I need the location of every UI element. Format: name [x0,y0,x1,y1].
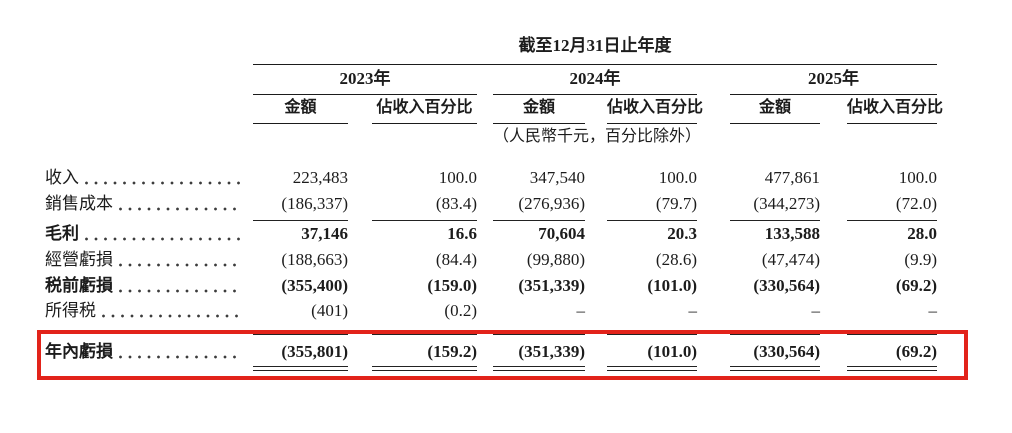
row-gross-profit: 毛利 37,146 16.6 70,604 20.3 133,588 28.0 [42,221,937,245]
value-cell: (101.0) [647,276,697,295]
year-header-2024: 2024年 [493,65,697,95]
value-cell: 347,540 [529,168,585,187]
row-label: 收入 [45,168,79,187]
value-cell: (84.4) [435,250,477,269]
double-rule [493,366,585,371]
value-cell: (83.4) [372,193,477,221]
value-cell: – [576,301,586,320]
value-cell: (69.2) [895,276,937,295]
value-cell: (188,663) [281,250,348,269]
value-cell: 133,588 [764,224,820,243]
value-cell: 37,146 [301,224,348,243]
amount-header: 金額 [253,95,348,124]
row-cost-of-sales: 銷售成本 (186,337) (83.4) (276,936) (79.7) (… [42,189,937,221]
double-rule [253,366,348,371]
percent-header: 佔收入百分比 [847,95,943,124]
value-cell: (276,936) [493,193,585,221]
value-cell: (355,400) [281,276,348,295]
dotted-leader [85,181,241,185]
value-cell: (351,339) [518,276,585,295]
value-cell: (79.7) [607,193,697,221]
dotted-leader [119,263,241,267]
table-header-period-row: 截至12月31日止年度 [42,36,937,65]
value-cell: (159.0) [427,276,477,295]
row-label: 經營虧損 [45,250,113,269]
financial-table: 截至12月31日止年度 2023年 2024年 2025年 金額 佔收入百分比 … [42,36,943,371]
value-cell: 477,861 [764,168,820,187]
table-header-unit-row: （人民幣千元，百分比除外） [42,124,937,147]
value-cell: – [928,301,938,320]
period-title: 截至12月31日止年度 [253,36,937,65]
value-cell: 70,604 [538,224,585,243]
value-cell: (330,564) [753,276,820,295]
amount-header: 金額 [493,95,585,124]
dotted-leader [119,289,241,293]
value-cell: (9.9) [904,250,937,269]
value-cell: (69.2) [847,334,937,363]
row-label: 所得税 [45,301,96,320]
value-cell: (28.6) [655,250,697,269]
value-cell: 100.0 [658,168,697,187]
row-operating-loss: 經營虧損 (188,663) (84.4) (99,880) (28.6) (4… [42,245,937,271]
dotted-leader [85,237,241,241]
value-cell: – [811,301,821,320]
value-cell: (186,337) [253,193,348,221]
year-header-2025: 2025年 [730,65,937,95]
value-cell: 223,483 [292,168,348,187]
value-cell: (401) [311,301,348,320]
value-cell: (0.2) [444,301,477,320]
value-cell: 16.6 [447,224,477,243]
table-header-subcolumns-row: 金額 佔收入百分比 金額 佔收入百分比 金額 佔收入百分比 [42,95,943,124]
value-cell: (355,801) [253,334,348,363]
percent-header: 佔收入百分比 [607,95,703,124]
dotted-leader [102,314,241,318]
row-loss-before-tax: 税前虧損 (355,400) (159.0) (351,339) (101.0)… [42,271,937,297]
row-revenue: 收入 223,483 100.0 347,540 100.0 477,861 1… [42,147,937,189]
row-loss-for-the-year: 年內虧損 (355,801) (159.2) (351,339) (101.0)… [42,322,937,371]
value-cell: 28.0 [907,224,937,243]
value-cell: (351,339) [493,334,585,363]
value-cell: (72.0) [847,193,937,221]
value-cell: (47,474) [761,250,820,269]
value-cell: (99,880) [526,250,585,269]
value-cell: (159.2) [372,334,477,363]
row-label: 税前虧損 [45,276,113,295]
value-cell: 100.0 [898,168,937,187]
value-cell: (344,273) [730,193,820,221]
amount-header: 金額 [730,95,820,124]
double-rule [607,366,697,371]
double-rule [847,366,937,371]
row-label: 毛利 [45,224,79,243]
double-rule [372,366,477,371]
percent-header: 佔收入百分比 [372,95,477,124]
value-cell: (330,564) [730,334,820,363]
row-label: 銷售成本 [45,194,113,213]
dotted-leader [119,355,241,359]
row-label: 年內虧損 [45,342,113,361]
year-header-2023: 2023年 [253,65,477,95]
value-cell: 20.3 [667,224,697,243]
value-cell: – [688,301,698,320]
unit-note: （人民幣千元，百分比除外） [493,128,702,145]
value-cell: 100.0 [438,168,477,187]
double-rule [730,366,820,371]
value-cell: (101.0) [607,334,697,363]
dotted-leader [119,207,241,211]
row-income-tax: 所得税 (401) (0.2) – – – – [42,297,937,322]
table-header-years-row: 2023年 2024年 2025年 [42,65,937,95]
